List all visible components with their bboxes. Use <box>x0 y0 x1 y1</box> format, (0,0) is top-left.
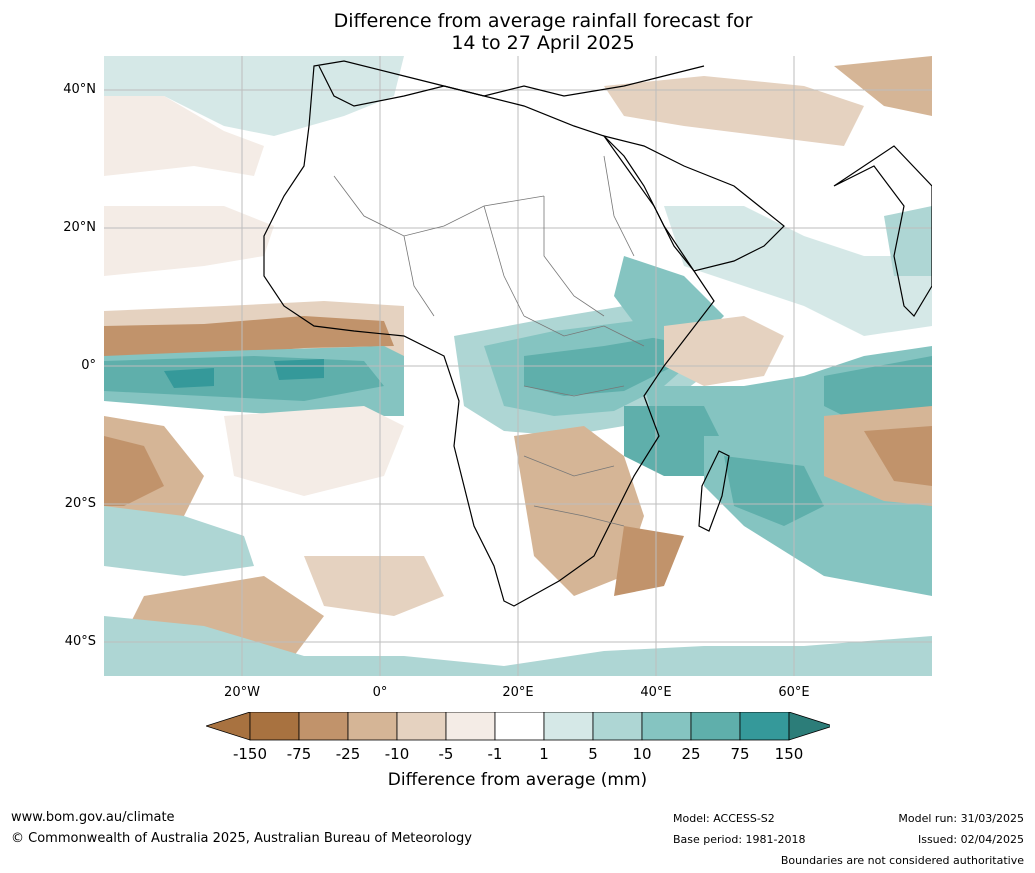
lat-label-40s: 40°S <box>64 634 96 649</box>
lat-label-0: 0° <box>81 358 96 373</box>
colorbar-swatch <box>347 711 398 741</box>
title-line-2: 14 to 27 April 2025 <box>451 32 635 54</box>
colorbar-tick-label: 75 <box>730 745 750 763</box>
footer-base-period: Base period: 1981-2018 <box>673 833 806 846</box>
footer-issued: Issued: 02/04/2025 <box>917 833 1024 846</box>
colorbar-tick-label: -5 <box>438 745 454 763</box>
lat-label-20n: 20°N <box>63 220 96 235</box>
lon-label-20e: 20°E <box>502 685 534 700</box>
europe-coastline <box>318 65 705 107</box>
lat-label-20s: 20°S <box>64 496 96 511</box>
lat-label-40n: 40°N <box>63 82 96 97</box>
colorbar-tick-label: 5 <box>588 745 598 763</box>
map-canvas <box>104 56 933 676</box>
rainfall-map <box>104 56 933 676</box>
colorbar-swatch <box>396 711 447 741</box>
colorbar-svg <box>204 711 835 741</box>
footer-copyright: © Commonwealth of Australia 2025, Austra… <box>11 831 472 846</box>
colorbar-tick-label: -10 <box>384 745 410 763</box>
title-line-1: Difference from average rainfall forecas… <box>333 10 753 32</box>
map-title: Difference from average rainfall forecas… <box>0 10 1035 54</box>
footer-model: Model: ACCESS-S2 <box>673 812 775 825</box>
footer-disclaimer: Boundaries are not considered authoritat… <box>780 854 1024 867</box>
colorbar-swatch <box>298 711 349 741</box>
colorbar-arrow-high <box>788 711 835 741</box>
colorbar-swatch <box>690 711 741 741</box>
colorbar-tick-label: 150 <box>774 745 804 763</box>
colorbar <box>204 711 835 746</box>
colorbar-swatch <box>543 711 594 741</box>
colorbar-swatch <box>739 711 790 741</box>
footer-website: www.bom.gov.au/climate <box>11 810 175 825</box>
colorbar-swatch <box>445 711 496 741</box>
footer-model-run: Model run: 31/03/2025 <box>898 812 1024 825</box>
colorbar-swatch <box>494 711 545 741</box>
colorbar-title: Difference from average (mm) <box>387 770 648 790</box>
colorbar-tick-label: 25 <box>681 745 701 763</box>
lon-label-0: 0° <box>372 685 388 700</box>
lon-label-20w: 20°W <box>224 685 260 700</box>
colorbar-tick-label: -75 <box>286 745 312 763</box>
country-borders <box>333 155 645 527</box>
colorbar-swatch <box>641 711 692 741</box>
colorbar-swatch <box>249 711 300 741</box>
madagascar-coastline <box>698 450 730 532</box>
colorbar-tick-label: -150 <box>232 745 268 763</box>
lon-label-60e: 60°E <box>778 685 810 700</box>
colorbar-tick-label: -1 <box>487 745 503 763</box>
colorbar-tick-label: 10 <box>632 745 652 763</box>
graticule <box>104 56 932 676</box>
colorbar-arrow-low <box>204 711 251 741</box>
colorbar-tick-label: 1 <box>539 745 549 763</box>
colorbar-tick-label: -25 <box>335 745 361 763</box>
india-coastline <box>833 145 933 317</box>
africa-coastline <box>263 60 715 607</box>
arabia-coastline <box>602 135 785 272</box>
lon-label-40e: 40°E <box>640 685 672 700</box>
colorbar-swatch <box>592 711 643 741</box>
